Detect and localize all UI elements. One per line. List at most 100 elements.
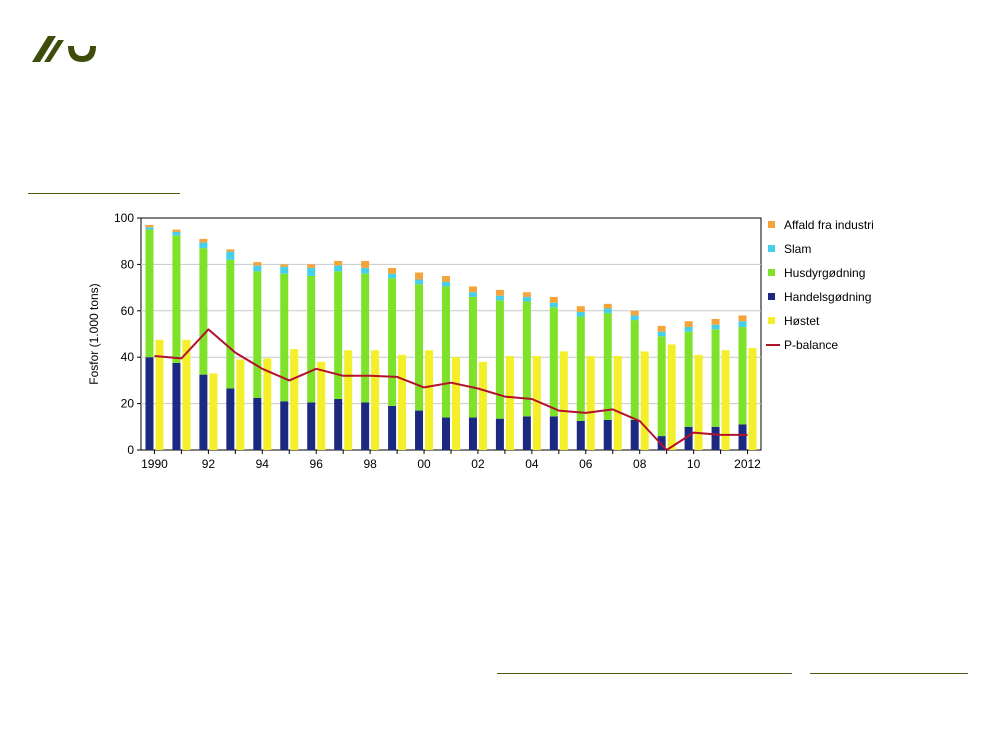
legend-swatch-slam <box>768 245 775 252</box>
bar-hostet-2006 <box>586 356 595 450</box>
bar-slam-2000 <box>415 279 424 285</box>
legend-label-husdyrg-dning: Husdyrgødning <box>784 266 865 280</box>
bar-affald-fra-industri-2003 <box>495 289 504 296</box>
x-tick-label-2006: 06 <box>579 457 593 471</box>
bar-husdyrg-dning-2007 <box>603 313 612 420</box>
x-tick-label-2010: 10 <box>687 457 701 471</box>
bar-slam-2003 <box>495 295 504 301</box>
bar-affald-fra-industri-2007 <box>603 303 612 309</box>
bar-slam-2010 <box>684 327 693 332</box>
bar-slam-1998 <box>361 267 370 274</box>
y-tick-label-80: 80 <box>121 257 135 271</box>
bar-hostet-2005 <box>559 351 568 450</box>
y-tick-label-100: 100 <box>114 211 134 225</box>
bar-affald-fra-industri-2004 <box>522 292 531 297</box>
bar-slam-2001 <box>442 281 450 287</box>
bar-slam-1993 <box>226 251 235 260</box>
bar-slam-2006 <box>576 311 585 317</box>
bar-hostet-1995 <box>290 349 299 450</box>
bar-affald-fra-industri-2011 <box>711 318 720 325</box>
bar-affald-fra-industri-2000 <box>415 272 424 280</box>
bar-hostet-1996 <box>317 361 326 450</box>
bar-affald-fra-industri-1990 <box>145 224 154 228</box>
bar-affald-fra-industri-2009 <box>657 325 666 332</box>
bar-handelsg-dning-2000 <box>415 410 424 450</box>
x-axis-ticks: 1990 92 94 96 98 00 02 04 06 08 10 2012 <box>141 450 761 471</box>
bar-hostet-2003 <box>505 356 514 450</box>
bar-affald-fra-industri-1999 <box>388 267 397 274</box>
bar-hostet-1994 <box>263 358 272 450</box>
bar-affald-fra-industri-2002 <box>468 286 477 293</box>
bar-handelsg-dning-1996 <box>307 402 316 450</box>
bar-husdyrg-dning-2009 <box>657 336 666 437</box>
bar-handelsg-dning-2010 <box>684 426 693 450</box>
bar-slam-1994 <box>253 265 262 272</box>
x-tick-label-2000: 00 <box>417 457 431 471</box>
bar-handelsg-dning-1992 <box>199 374 208 450</box>
bar-husdyrg-dning-1990 <box>145 229 154 358</box>
legend-label-h-stet: Høstet <box>784 314 820 328</box>
bar-slam-2011 <box>711 324 720 330</box>
bar-husdyrg-dning-1997 <box>334 271 343 399</box>
bar-hostet-1991 <box>182 339 191 450</box>
bar-slam-1996 <box>307 267 316 276</box>
bar-handelsg-dning-1994 <box>253 397 262 450</box>
bar-hostet-2012 <box>748 347 757 450</box>
legend-swatch-affald-fra-industri <box>768 221 775 228</box>
legend-label-handelsg-dning: Handelsgødning <box>784 290 871 304</box>
bar-affald-fra-industri-1998 <box>361 260 370 268</box>
bar-slam-1999 <box>388 273 397 279</box>
bar-hostet-2007 <box>613 356 622 450</box>
bar-husdyrg-dning-1991 <box>172 235 181 363</box>
bar-handelsg-dning-1990 <box>145 357 154 450</box>
bar-affald-fra-industri-1996 <box>307 264 316 268</box>
bar-affald-fra-industri-2001 <box>442 276 450 282</box>
y-axis-ticks: 0 20 40 60 80 100 <box>114 211 141 457</box>
bar-husdyrg-dning-2006 <box>576 316 585 421</box>
bar-husdyrg-dning-2004 <box>522 301 531 417</box>
aarhus-university-logo-icon <box>32 36 96 62</box>
bar-affald-fra-industri-2006 <box>576 306 585 312</box>
bar-affald-fra-industri-1992 <box>199 238 208 243</box>
bar-husdyrg-dning-2005 <box>549 307 558 417</box>
bar-slam-1991 <box>172 231 181 236</box>
bar-husdyrg-dning-2010 <box>684 331 693 427</box>
bar-husdyrg-dning-2000 <box>415 284 424 411</box>
bar-husdyrg-dning-1999 <box>388 278 397 406</box>
bar-husdyrg-dning-2011 <box>711 329 720 427</box>
x-tick-label-1990: 1990 <box>141 457 168 471</box>
x-tick-label-1998: 98 <box>363 457 377 471</box>
bar-affald-fra-industri-1997 <box>334 260 343 266</box>
bar-husdyrg-dning-1993 <box>226 259 235 389</box>
bar-handelsg-dning-2004 <box>522 416 531 450</box>
bar-handelsg-dning-1998 <box>361 402 370 450</box>
bar-husdyrg-dning-2001 <box>442 286 450 418</box>
bars <box>145 224 757 450</box>
bar-hostet-2001 <box>452 357 460 450</box>
legend-swatch-handelsg-dning <box>768 293 775 300</box>
bar-slam-2012 <box>738 321 747 328</box>
bar-husdyrg-dning-1996 <box>307 276 316 403</box>
y-tick-label-20: 20 <box>121 397 135 411</box>
bar-affald-fra-industri-1995 <box>280 264 289 267</box>
bar-slam-2008 <box>630 315 639 321</box>
x-tick-label-2008: 08 <box>633 457 647 471</box>
bar-hostet-1990 <box>155 339 164 450</box>
bar-affald-fra-industri-1991 <box>172 229 181 232</box>
bar-hostet-2002 <box>478 361 487 450</box>
bar-handelsg-dning-1991 <box>172 363 181 450</box>
bar-hostet-2004 <box>532 356 541 450</box>
bar-husdyrg-dning-2008 <box>630 320 639 420</box>
bar-husdyrg-dning-2012 <box>738 327 747 425</box>
bar-affald-fra-industri-2005 <box>549 296 558 303</box>
y-tick-label-60: 60 <box>121 304 135 318</box>
bar-husdyrg-dning-1995 <box>280 273 289 402</box>
y-tick-label-0: 0 <box>127 443 134 457</box>
bar-affald-fra-industri-1994 <box>253 262 262 266</box>
bar-handelsg-dning-2009 <box>657 436 666 450</box>
x-tick-label-2012: 2012 <box>734 457 761 471</box>
bar-handelsg-dning-1997 <box>334 398 343 450</box>
bar-handelsg-dning-2002 <box>468 417 477 450</box>
bar-affald-fra-industri-1993 <box>226 249 235 252</box>
bar-handelsg-dning-2006 <box>576 421 585 450</box>
